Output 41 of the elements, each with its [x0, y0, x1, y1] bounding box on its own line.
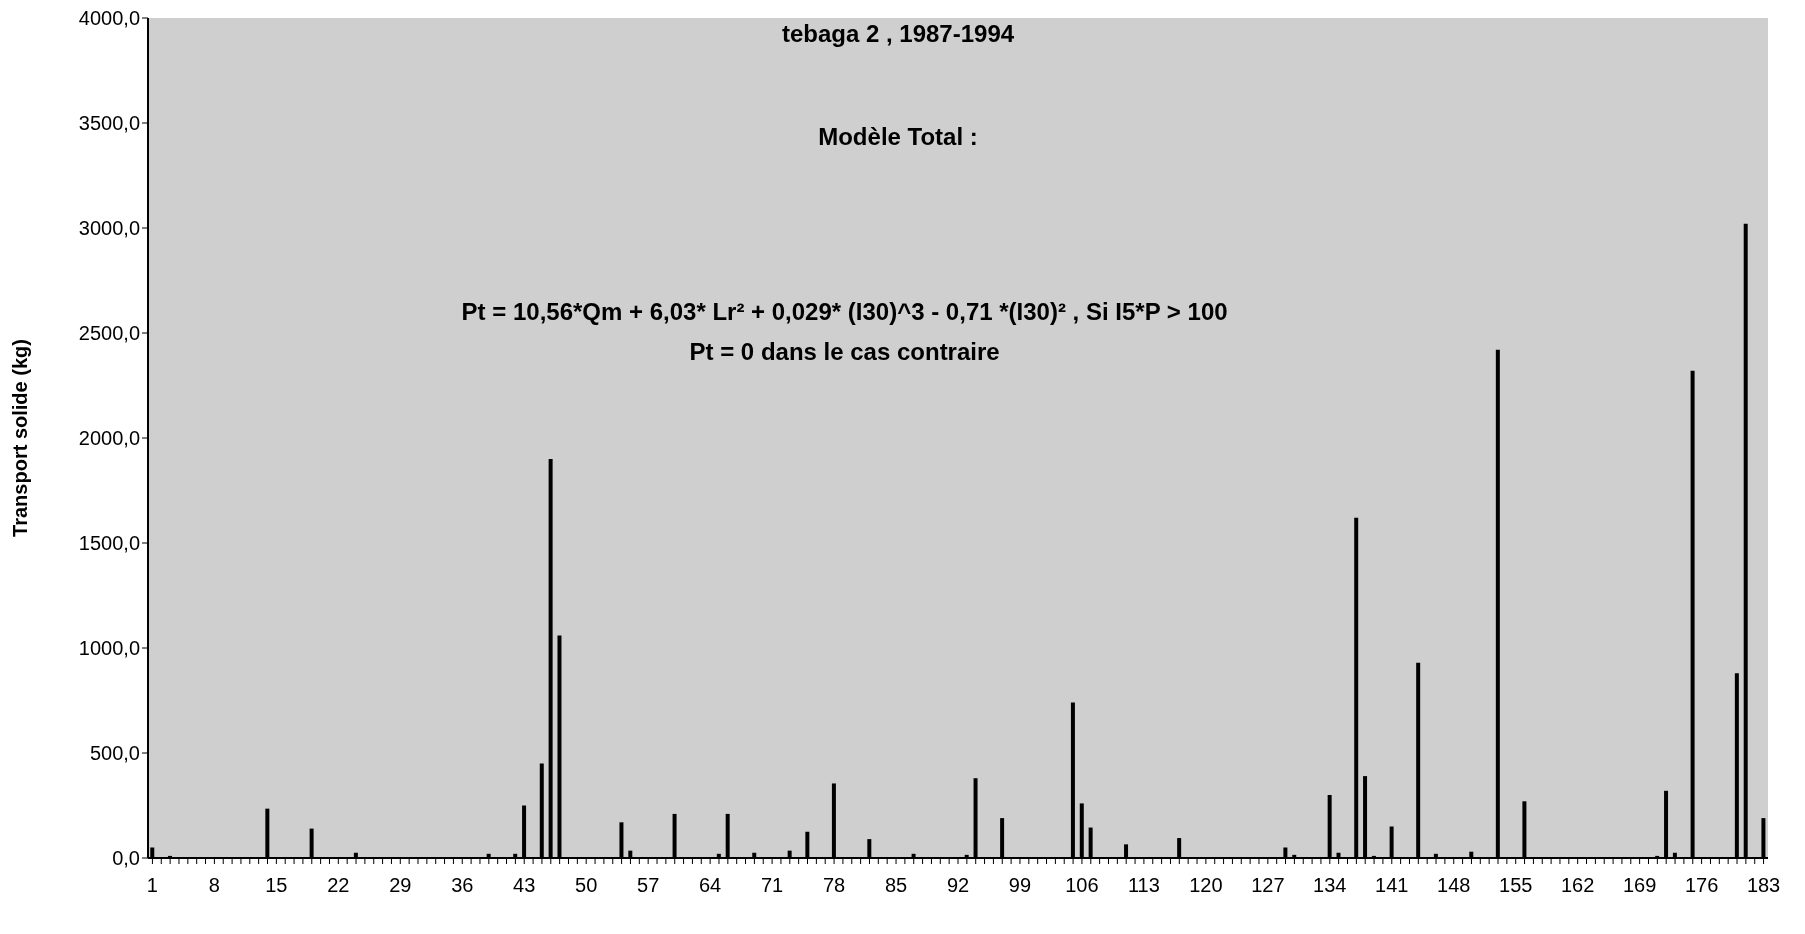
x-tick-label: 15 — [265, 874, 288, 897]
x-tick-label: 113 — [1127, 874, 1160, 897]
y-tick-label: 1000,0 — [78, 637, 140, 660]
y-tick-label: 500,0 — [89, 742, 140, 765]
x-tick-label: 71 — [760, 874, 784, 897]
x-tick-label: 36 — [451, 874, 474, 897]
x-tick-label: 106 — [1065, 874, 1099, 897]
x-tick-label: 1 — [146, 874, 158, 897]
y-tick-label: 3000,0 — [78, 217, 140, 240]
y-tick-label: 4000,0 — [78, 7, 140, 30]
x-tick-label: 155 — [1499, 874, 1533, 897]
y-tick-label: 1500,0 — [78, 532, 140, 555]
annotation: Pt = 10,56*Qm + 6,03* Lr² + 0,029* (I30)^3 - 0,71 *(I30)² , Si I5*P > 100 — [461, 298, 1228, 326]
x-tick-label: 50 — [575, 874, 598, 897]
x-tick-label: 78 — [822, 874, 846, 897]
x-tick-label: 176 — [1684, 874, 1719, 897]
x-tick-label: 57 — [637, 874, 660, 897]
annotation: Pt = 0 dans le cas contraire — [689, 338, 1000, 366]
x-tick-label: 120 — [1189, 874, 1223, 897]
x-tick-label: 183 — [1746, 874, 1781, 897]
annotation: Modèle Total : — [818, 123, 978, 151]
x-tick-label: 134 — [1313, 874, 1347, 897]
y-axis-title: Transport solide (kg) — [9, 339, 32, 537]
y-tick-label: 2500,0 — [78, 322, 140, 345]
x-tick-label: 127 — [1251, 874, 1285, 897]
x-tick-label: 169 — [1622, 874, 1657, 897]
x-tick-label: 85 — [884, 874, 908, 897]
y-tick-label: 3500,0 — [78, 112, 140, 135]
x-tick-label: 141 — [1375, 874, 1409, 897]
x-tick-label: 43 — [513, 874, 536, 897]
x-tick-label: 64 — [699, 874, 722, 897]
y-tick-label: 0,0 — [112, 847, 140, 870]
x-tick-label: 8 — [208, 874, 220, 897]
y-tick-label: 2000,0 — [78, 427, 140, 450]
x-tick-label: 92 — [946, 874, 970, 897]
x-tick-label: 162 — [1560, 874, 1595, 897]
x-tick-label: 99 — [1008, 874, 1032, 897]
x-tick-label: 29 — [389, 874, 412, 897]
x-tick-label: 22 — [327, 874, 350, 897]
x-tick-label: 148 — [1437, 874, 1471, 897]
chart-title: tebaga 2 , 1987-1994 — [781, 20, 1015, 48]
